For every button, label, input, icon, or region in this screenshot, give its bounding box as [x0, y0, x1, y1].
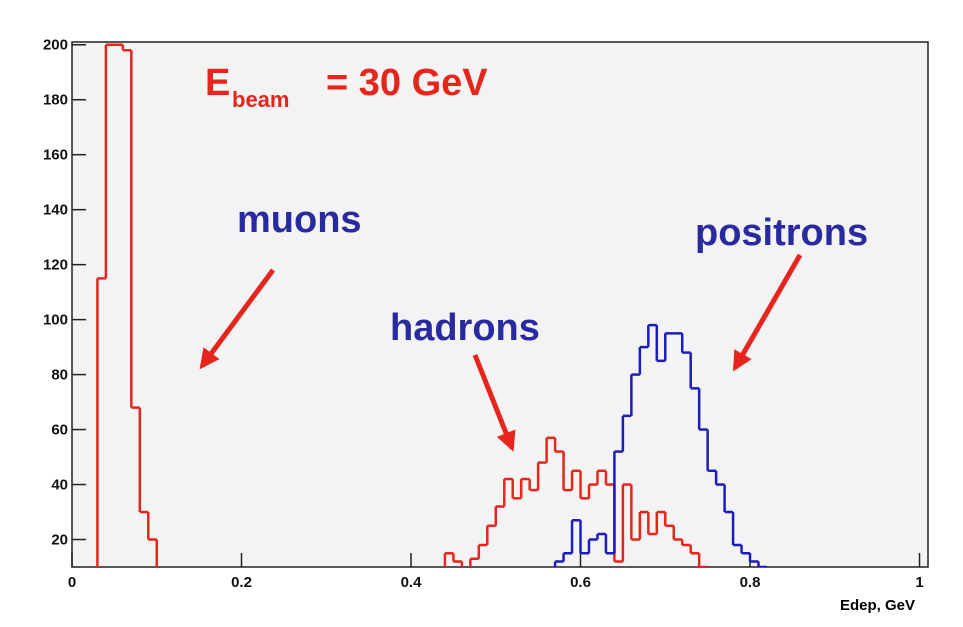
x-tick-label: 0 [68, 574, 76, 591]
y-tick-label: 140 [43, 202, 68, 219]
x-tick-label: 1 [915, 574, 923, 591]
y-tick-label: 200 [43, 37, 68, 54]
muons-label: muons [237, 199, 362, 241]
energy-value: = 30 GeV [326, 62, 488, 104]
energy-symbol: E [205, 62, 230, 104]
y-tick-label: 80 [51, 367, 68, 384]
energy-subscript: beam [232, 87, 289, 112]
x-tick-label: 0.8 [740, 574, 761, 591]
y-tick-label: 40 [51, 477, 68, 494]
muons-arrow [199, 268, 276, 370]
x-tick-label: 0.4 [401, 574, 423, 591]
hadrons-arrow [472, 354, 516, 452]
positrons-arrow [732, 253, 803, 372]
hadrons-label: hadrons [390, 307, 540, 349]
y-tick-label: 180 [43, 92, 68, 109]
x-tick-label: 0.6 [570, 574, 591, 591]
positrons-label: positrons [695, 212, 868, 254]
y-tick-label: 60 [51, 422, 68, 439]
y-tick-label: 120 [43, 257, 68, 274]
y-tick-label: 100 [43, 312, 68, 329]
y-tick-label: 20 [51, 532, 68, 549]
plot-frame [71, 41, 929, 568]
y-tick-label: 160 [43, 147, 68, 164]
x-tick-label: 0.2 [231, 574, 252, 591]
x-axis-label: Edep, GeV [840, 597, 915, 614]
